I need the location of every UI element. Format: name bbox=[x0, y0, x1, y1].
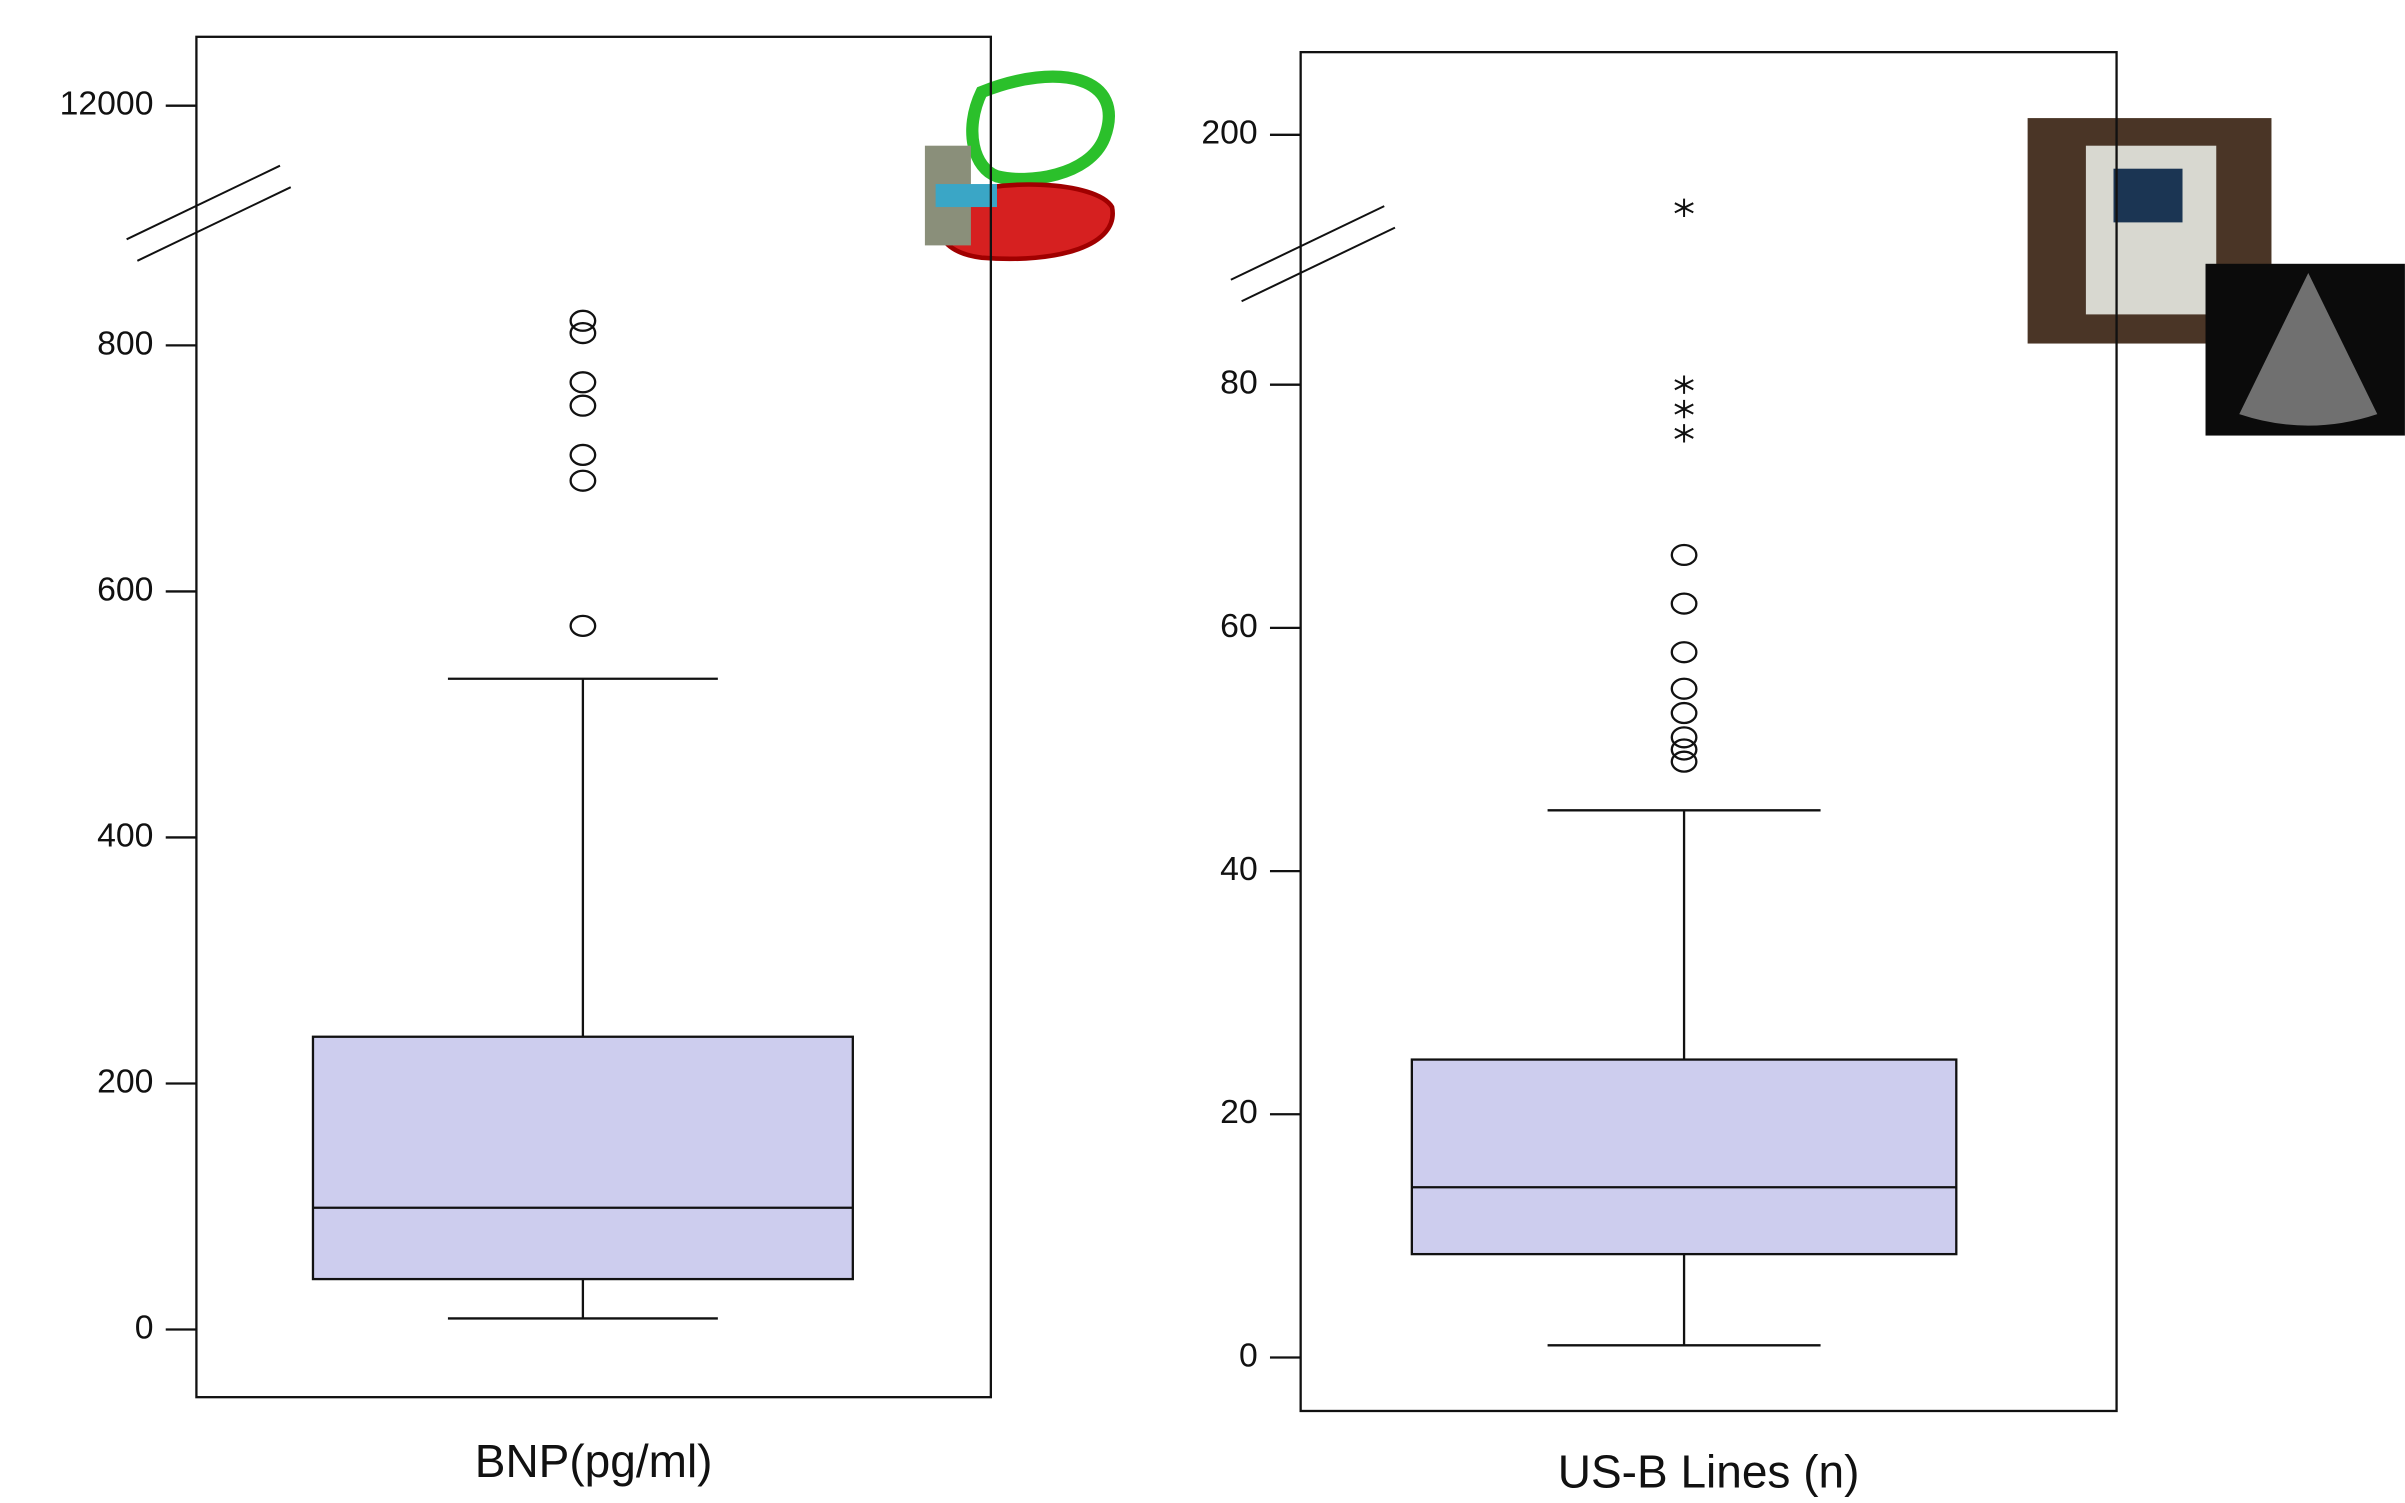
y-tick-label: 12000 bbox=[60, 85, 154, 123]
outlier bbox=[1672, 752, 1697, 772]
outlier bbox=[1672, 703, 1697, 723]
extreme bbox=[1675, 376, 1693, 394]
ultrasound-photos bbox=[2028, 118, 2405, 435]
extreme bbox=[1675, 199, 1693, 217]
outlier bbox=[1672, 545, 1697, 565]
extreme bbox=[1675, 400, 1693, 418]
outlier bbox=[571, 445, 596, 465]
y-tick-label: 200 bbox=[1201, 114, 1257, 152]
y-tick-label: 400 bbox=[97, 816, 153, 854]
y-tick-label: 800 bbox=[97, 324, 153, 362]
y-tick-label: 60 bbox=[1220, 607, 1258, 645]
outlier bbox=[571, 311, 596, 331]
outlier bbox=[571, 372, 596, 392]
y-tick-label: 80 bbox=[1220, 364, 1258, 402]
outlier bbox=[1672, 642, 1697, 662]
y-tick-label: 40 bbox=[1220, 850, 1258, 888]
y-tick-label: 600 bbox=[97, 570, 153, 608]
outlier bbox=[571, 616, 596, 636]
outlier bbox=[1672, 740, 1697, 760]
outlier bbox=[571, 396, 596, 416]
x-axis-label: US-B Lines (n) bbox=[1558, 1446, 1860, 1498]
box bbox=[313, 1037, 853, 1279]
heart-illustration bbox=[925, 77, 1113, 259]
outlier bbox=[1672, 594, 1697, 614]
extreme bbox=[1675, 424, 1693, 442]
outlier bbox=[571, 323, 596, 343]
y-tick-label: 0 bbox=[135, 1308, 154, 1346]
outlier bbox=[571, 471, 596, 491]
y-tick-label: 0 bbox=[1239, 1336, 1258, 1374]
outlier bbox=[1672, 727, 1697, 747]
x-axis-label: BNP(pg/ml) bbox=[475, 1435, 713, 1487]
y-tick-label: 200 bbox=[97, 1062, 153, 1100]
chart: 0 200 400 600 800 12000 BNP(pg/ml) 0 20 40 60 80 200… bbox=[0, 0, 2405, 1503]
y-tick-label: 20 bbox=[1220, 1093, 1258, 1131]
outlier bbox=[1672, 679, 1697, 699]
box bbox=[1412, 1060, 1956, 1255]
